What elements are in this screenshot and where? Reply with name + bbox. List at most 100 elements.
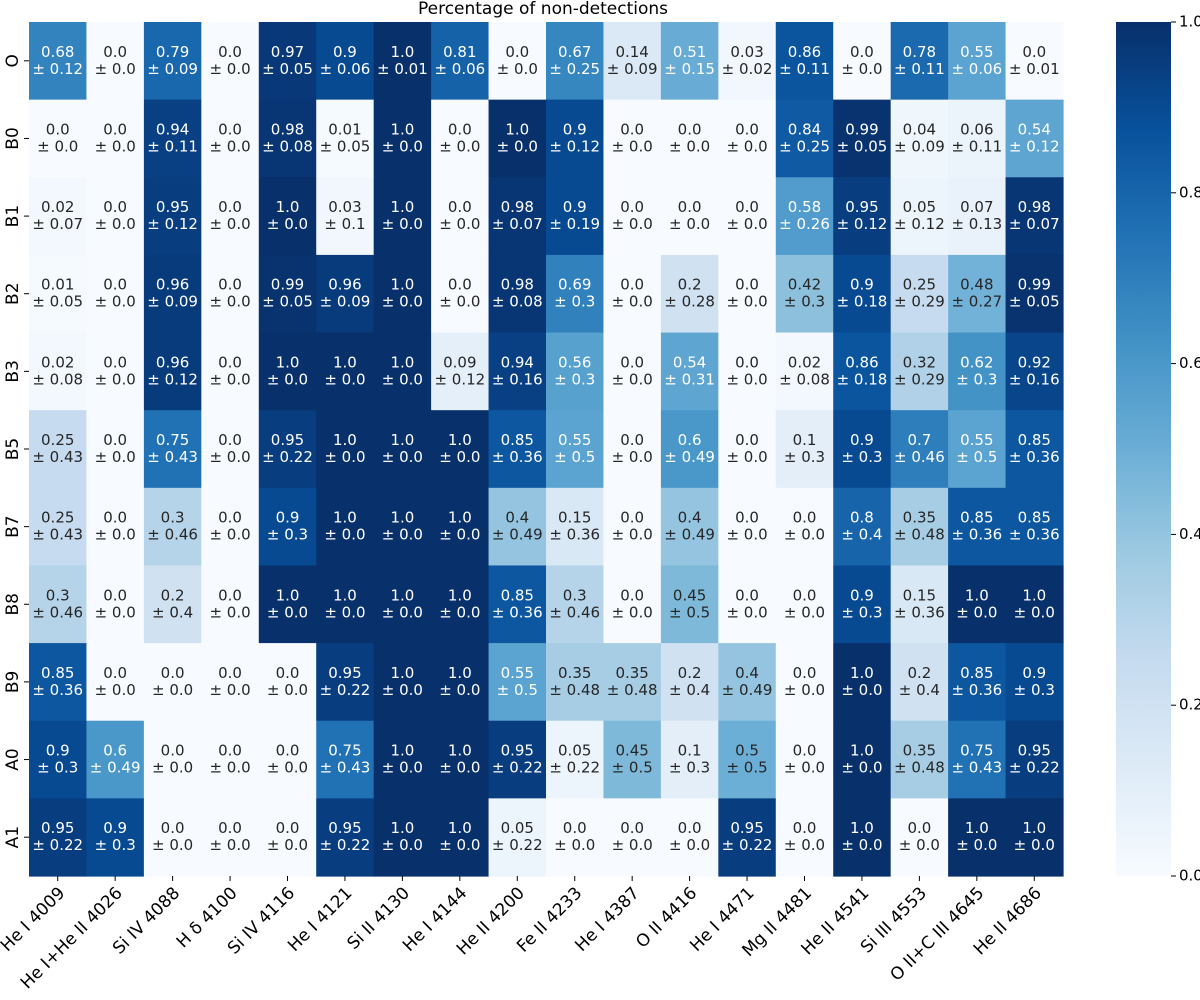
cell-value-label: 0.56 [558, 353, 591, 371]
cell-error-label: ± 0.0 [439, 448, 480, 466]
cell-error-label: ± 0.0 [209, 448, 250, 466]
cell-error-label: ± 0.0 [841, 836, 882, 854]
cell-error-label: ± 0.02 [722, 60, 773, 78]
cell-value-label: 0.0 [620, 819, 644, 837]
cell-error-label: ± 0.0 [324, 526, 365, 544]
cell-error-label: ± 0.07 [32, 215, 83, 233]
cell-error-label: ± 0.22 [549, 759, 600, 777]
cell-value-label: 1.0 [390, 353, 414, 371]
cell-value-label: 0.4 [678, 509, 702, 527]
cell-error-label: ± 0.0 [209, 603, 250, 621]
heatmap-cell [488, 177, 547, 256]
heatmap-cell [86, 254, 145, 334]
cell-value-label: 0.14 [615, 43, 648, 61]
heatmap-cell [488, 22, 547, 101]
cell-error-label: ± 0.0 [784, 836, 825, 854]
heatmap-cell [29, 643, 88, 722]
heatmap-cell [775, 22, 834, 101]
cell-value-label: 0.55 [960, 431, 993, 449]
heatmap-cell [775, 332, 834, 411]
cell-value-label: 0.0 [276, 819, 300, 837]
cell-error-label: ± 0.12 [147, 370, 198, 388]
heatmap-cell [833, 643, 892, 722]
cell-error-label: ± 0.0 [612, 526, 653, 544]
heatmap-cell [948, 99, 1007, 178]
heatmap-cell [201, 487, 260, 567]
cell-value-label: 0.86 [845, 353, 878, 371]
cell-error-label: ± 0.0 [382, 759, 423, 777]
cell-error-label: ± 0.46 [32, 603, 83, 621]
heatmap-cell [86, 177, 145, 256]
cell-value-label: 0.0 [793, 509, 817, 527]
x-tick-label: He I+He II 4026 [17, 883, 127, 993]
heatmap-cell [86, 720, 145, 799]
cell-error-label: ± 0.0 [726, 370, 767, 388]
cell-value-label: 0.9 [850, 431, 874, 449]
heatmap-cell [143, 643, 202, 722]
cell-value-label: 0.0 [218, 198, 242, 216]
cell-error-label: ± 0.0 [841, 681, 882, 699]
cell-error-label: ± 0.0 [267, 603, 308, 621]
cell-error-label: ± 0.01 [377, 60, 428, 78]
heatmap-cell [833, 254, 892, 334]
cell-error-label: ± 0.0 [95, 603, 136, 621]
colorbar-tick-label: 0.4 [1179, 525, 1200, 543]
heatmap-cell [775, 177, 834, 256]
heatmap-cell [373, 254, 432, 334]
cell-value-label: 1.0 [333, 431, 357, 449]
cell-value-label: 1.0 [850, 664, 874, 682]
cell-value-label: 0.0 [678, 198, 702, 216]
cell-error-label: ± 0.0 [37, 137, 78, 155]
cell-error-label: ± 0.0 [726, 137, 767, 155]
cell-error-label: ± 0.0 [209, 370, 250, 388]
cell-error-label: ± 0.0 [726, 215, 767, 233]
heatmap-cell [1005, 332, 1064, 411]
cell-value-label: 0.98 [501, 276, 534, 294]
cell-value-label: 0.42 [788, 276, 821, 294]
heatmap-cell [29, 332, 88, 411]
cell-value-label: 0.95 [41, 819, 74, 837]
cell-value-label: 0.15 [558, 509, 591, 527]
cell-error-label: ± 0.36 [492, 603, 543, 621]
cell-value-label: 0.81 [443, 43, 476, 61]
heatmap-cell [833, 99, 892, 178]
cell-value-label: 0.9 [850, 276, 874, 294]
heatmap-cell [258, 720, 317, 799]
cell-error-label: ± 0.49 [722, 681, 773, 699]
cell-error-label: ± 0.0 [267, 370, 308, 388]
cell-value-label: 0.95 [1018, 742, 1051, 760]
cell-value-label: 0.4 [505, 509, 529, 527]
cell-value-label: 0.0 [218, 276, 242, 294]
cell-error-label: ± 0.0 [95, 370, 136, 388]
cell-error-label: ± 0.12 [837, 215, 888, 233]
cell-error-label: ± 0.0 [554, 836, 595, 854]
heatmap-cell [29, 254, 88, 334]
cell-value-label: 0.94 [501, 353, 534, 371]
cell-error-label: ± 0.28 [664, 293, 715, 311]
cell-error-label: ± 0.05 [262, 293, 313, 311]
heatmap-cell [1005, 643, 1064, 722]
cell-value-label: 0.0 [161, 664, 185, 682]
cell-error-label: ± 0.22 [492, 759, 543, 777]
cell-error-label: ± 0.08 [32, 370, 83, 388]
cell-error-label: ± 0.0 [612, 603, 653, 621]
cell-value-label: 0.55 [558, 431, 591, 449]
cell-value-label: 0.85 [960, 664, 993, 682]
heatmap-cell [833, 720, 892, 799]
heatmap-cell [143, 410, 202, 489]
cell-error-label: ± 0.0 [439, 293, 480, 311]
heatmap-cell [201, 643, 260, 722]
cell-value-label: 1.0 [390, 120, 414, 138]
cell-value-label: 0.0 [793, 819, 817, 837]
cell-error-label: ± 0.0 [95, 448, 136, 466]
heatmap-cell [143, 177, 202, 256]
cell-value-label: 0.0 [276, 664, 300, 682]
heatmap-cell [86, 99, 145, 178]
heatmap-cell [258, 565, 317, 644]
cell-error-label: ± 0.22 [32, 836, 83, 854]
cell-error-label: ± 0.09 [320, 293, 371, 311]
heatmap-cell [258, 177, 317, 256]
cell-error-label: ± 0.0 [612, 215, 653, 233]
cell-value-label: 1.0 [448, 509, 472, 527]
